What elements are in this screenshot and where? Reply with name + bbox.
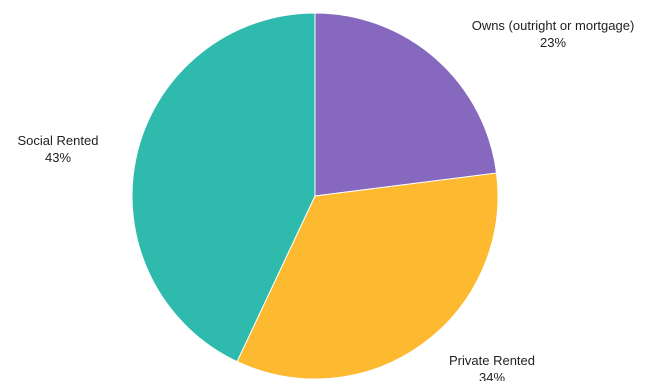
slice-name-label: Owns (outright or mortgage) (472, 18, 635, 33)
pie-slice-private-rented (236, 172, 499, 380)
pie-slice-owns-outright-or-mortgage (314, 12, 498, 197)
slice-percent-label: 34% (479, 370, 505, 381)
pie-slice-social-rented (131, 12, 316, 363)
slice-percent-label: 23% (540, 35, 566, 50)
slice-labels: Owns (outright or mortgage) 23% Private Re… (18, 18, 635, 381)
pie-slices (131, 12, 499, 380)
slice-name-label: Social Rented (18, 133, 99, 148)
slice-percent-label: 43% (45, 150, 71, 165)
slice-name-label: Private Rented (449, 353, 535, 368)
